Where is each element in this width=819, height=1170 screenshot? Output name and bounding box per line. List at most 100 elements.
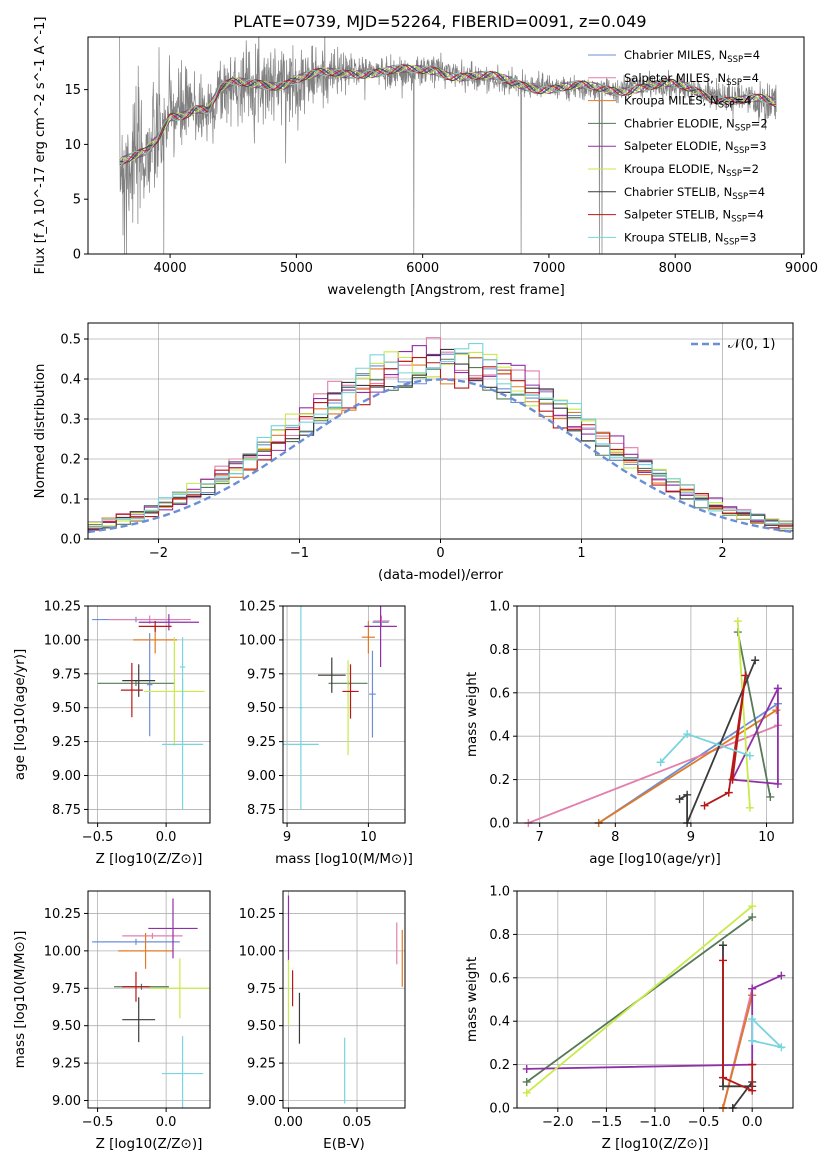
x-axis-label: Z [log10(Z/Z⊙)] bbox=[602, 1136, 709, 1152]
y-tick-label: 9.25 bbox=[52, 1057, 81, 1072]
x-tick-label: −1 bbox=[290, 546, 309, 561]
residuals-panel: −2 −1 0 1 2 0.0 0.1 0.2 0.3 0.4 0.5 𝒩(0, 1) (data-mo… bbox=[32, 322, 794, 583]
y-tick-label: 5 bbox=[73, 193, 81, 208]
x-tick-label: −0.5 bbox=[82, 1115, 114, 1130]
mass-weight-marker bbox=[745, 751, 754, 760]
age-vs-Z-panel: −0.5 0.0 8.75 9.00 9.25 9.50 9.75 10.00 10.25 Z [… bbox=[12, 600, 211, 867]
axes-frame bbox=[87, 890, 211, 1109]
x-tick-label: 7 bbox=[536, 830, 544, 845]
mass-weight-line bbox=[731, 688, 779, 785]
y-axis-label: age [log10(age/yr)] bbox=[12, 649, 28, 781]
mass-weight-marker bbox=[728, 775, 737, 784]
x-tick-label: −1.5 bbox=[591, 1115, 623, 1130]
mass-weight-marker bbox=[773, 779, 782, 788]
mass-weight-marker bbox=[772, 706, 781, 715]
y-tick-label: 10 bbox=[64, 138, 81, 153]
x-tick-label: 10 bbox=[360, 830, 377, 845]
y-tick-label: 10.00 bbox=[239, 944, 276, 959]
y-tick-label: 10.00 bbox=[44, 633, 81, 648]
mass-weight-marker bbox=[741, 671, 750, 680]
x-tick-label: 10 bbox=[758, 830, 775, 845]
y-tick-label: 9.00 bbox=[52, 1094, 81, 1109]
axes-frame bbox=[87, 605, 211, 824]
y-axis-label: Normed distribution bbox=[32, 364, 48, 499]
x-tick-label: 5000 bbox=[280, 261, 313, 276]
normal-distribution-curve bbox=[88, 378, 793, 534]
axes-frame bbox=[282, 605, 406, 824]
mass-weight-marker bbox=[748, 1015, 757, 1024]
y-tick-label: 9.50 bbox=[247, 701, 276, 716]
x-tick-label: −2.0 bbox=[542, 1115, 574, 1130]
x-tick-label: 0.05 bbox=[343, 1115, 372, 1130]
mass-weight-marker bbox=[522, 1077, 531, 1086]
y-tick-label: 10.00 bbox=[239, 633, 276, 648]
x-axis-label: age [log10(age/yr)] bbox=[589, 851, 721, 867]
x-tick-label: 0.0 bbox=[156, 1115, 177, 1130]
legend-label: Salpeter MILES, NSSP=4 bbox=[624, 71, 759, 88]
mass-weight-marker bbox=[748, 1060, 757, 1069]
x-tick-label: 0.0 bbox=[742, 1115, 763, 1130]
mass-weight-line bbox=[527, 724, 779, 823]
y-tick-label: 9.75 bbox=[52, 667, 81, 682]
mass-weight-marker bbox=[724, 788, 733, 797]
y-tick-label: 15 bbox=[64, 83, 81, 98]
y-tick-label: 0.2 bbox=[489, 1058, 510, 1073]
y-axis-label: mass [log10(M/M⊙)] bbox=[12, 931, 28, 1069]
mass-vs-EBV-panel: 0.00 0.05 9.00 9.25 9.50 9.75 10.00 10.25 E(B-V) bbox=[239, 890, 406, 1152]
mass-weight-marker bbox=[777, 1043, 786, 1052]
mass-weight-marker bbox=[719, 1073, 728, 1082]
y-tick-label: 0.8 bbox=[489, 928, 510, 943]
y-tick-label: 0.0 bbox=[60, 533, 81, 548]
y-tick-label: 10.00 bbox=[44, 944, 81, 959]
y-tick-label: 10.25 bbox=[239, 907, 276, 922]
y-tick-label: 0.2 bbox=[489, 773, 510, 788]
model-spectrum-line bbox=[119, 64, 777, 160]
x-tick-label: 4000 bbox=[154, 261, 187, 276]
weight-vs-age-panel: 7 8 9 10 0.0 0.2 0.4 0.6 0.8 1.0 age [log10(age/yr… bbox=[464, 600, 794, 867]
legend-label: Chabrier STELIB, NSSP=4 bbox=[624, 185, 765, 202]
mass-weight-marker bbox=[656, 758, 665, 767]
y-tick-label: 0.3 bbox=[60, 413, 81, 428]
y-tick-label: 0.6 bbox=[489, 971, 510, 986]
mass-weight-marker bbox=[522, 1088, 531, 1097]
mass-weight-marker bbox=[700, 801, 709, 810]
y-tick-label: 0.2 bbox=[60, 453, 81, 468]
legend-label: Chabrier MILES, NSSP=4 bbox=[624, 48, 760, 65]
mass-weight-marker bbox=[748, 1086, 757, 1095]
residual-histogram bbox=[88, 343, 793, 528]
mass-weight-marker bbox=[748, 902, 757, 911]
y-tick-label: 9.75 bbox=[52, 982, 81, 997]
x-tick-label: 2 bbox=[718, 546, 726, 561]
x-tick-label: 7000 bbox=[532, 261, 565, 276]
mass-weight-marker bbox=[748, 984, 757, 993]
mass-weight-line bbox=[722, 960, 754, 1092]
y-tick-label: 0.4 bbox=[489, 1015, 510, 1030]
mass-weight-marker bbox=[748, 913, 757, 922]
mass-weight-line bbox=[736, 621, 751, 808]
y-tick-label: 9.25 bbox=[52, 735, 81, 750]
y-tick-label: 0.4 bbox=[489, 730, 510, 745]
y-tick-label: 8.75 bbox=[52, 803, 81, 818]
mass-weight-line bbox=[704, 675, 747, 807]
y-tick-label: 0.4 bbox=[60, 373, 81, 388]
mass-weight-marker bbox=[777, 971, 786, 980]
y-tick-label: 1.0 bbox=[489, 885, 510, 900]
y-tick-label: 9.50 bbox=[52, 1019, 81, 1034]
x-tick-label: 8 bbox=[611, 830, 619, 845]
mass-weight-line bbox=[736, 631, 772, 798]
mass-weight-marker bbox=[748, 1036, 757, 1045]
mass-weight-marker bbox=[773, 684, 782, 693]
axes-frame bbox=[87, 36, 805, 255]
y-tick-label: 10.25 bbox=[239, 600, 276, 615]
x-axis-label: E(B-V) bbox=[323, 1136, 365, 1152]
axes-frame bbox=[516, 605, 794, 824]
axes-frame bbox=[282, 890, 406, 1109]
observed-spectrum-line bbox=[119, 37, 777, 254]
mass-weight-marker bbox=[766, 792, 775, 801]
x-axis-label: Z [log10(Z/Z⊙)] bbox=[96, 851, 203, 867]
x-tick-label: 6000 bbox=[406, 261, 439, 276]
mass-weight-line bbox=[598, 709, 777, 823]
y-tick-label: 9.00 bbox=[52, 769, 81, 784]
mass-weight-marker bbox=[522, 1064, 531, 1073]
legend-label: Salpeter STELIB, NSSP=4 bbox=[624, 208, 764, 225]
